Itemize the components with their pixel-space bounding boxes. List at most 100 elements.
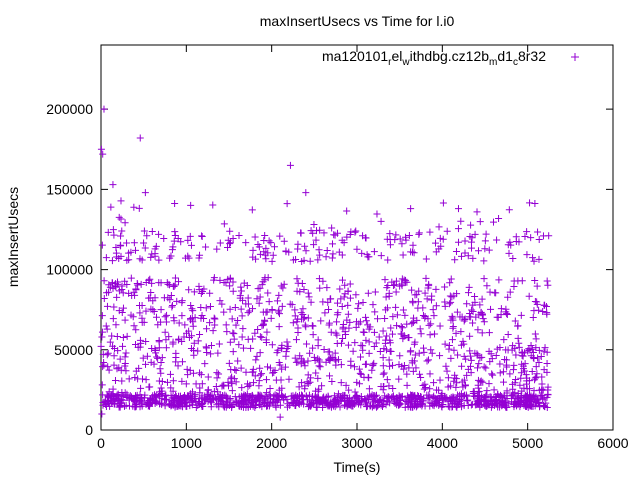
data-point xyxy=(448,336,456,344)
data-point xyxy=(353,378,361,386)
data-point xyxy=(418,402,426,410)
data-point xyxy=(395,392,403,400)
data-point xyxy=(262,339,270,347)
data-point xyxy=(156,365,164,373)
data-point xyxy=(387,347,395,355)
data-point xyxy=(515,339,523,347)
data-point xyxy=(385,356,393,364)
data-point xyxy=(216,297,224,305)
data-point xyxy=(416,398,424,406)
data-point xyxy=(476,403,484,411)
data-point xyxy=(528,345,536,353)
data-point xyxy=(389,385,397,393)
data-point xyxy=(450,346,458,354)
data-point xyxy=(498,399,506,407)
data-point xyxy=(435,401,443,409)
data-point xyxy=(356,318,364,326)
data-point xyxy=(130,322,138,330)
data-point xyxy=(238,384,246,392)
data-point xyxy=(451,396,459,404)
data-point xyxy=(353,245,361,253)
data-point xyxy=(410,314,418,322)
data-point xyxy=(338,302,346,310)
data-point xyxy=(100,295,108,303)
data-point xyxy=(417,330,425,338)
data-point xyxy=(486,288,494,296)
data-point xyxy=(203,325,211,333)
data-point xyxy=(516,398,524,406)
data-point xyxy=(255,243,263,251)
data-point xyxy=(522,371,530,379)
data-point xyxy=(365,349,373,357)
data-point xyxy=(296,352,304,360)
data-point xyxy=(392,231,400,239)
data-point xyxy=(212,394,220,402)
data-point xyxy=(301,385,309,393)
data-point xyxy=(102,400,110,408)
data-point xyxy=(496,360,504,368)
data-point xyxy=(393,401,401,409)
data-point xyxy=(416,393,424,401)
data-point xyxy=(192,380,200,388)
data-point xyxy=(505,249,513,257)
data-point xyxy=(180,333,188,341)
data-point xyxy=(300,358,308,366)
data-point xyxy=(182,380,190,388)
data-point xyxy=(521,233,529,241)
data-point xyxy=(154,321,162,329)
data-point xyxy=(301,321,309,329)
data-point xyxy=(293,287,301,295)
data-point xyxy=(122,401,130,409)
data-point xyxy=(315,275,323,283)
data-point xyxy=(427,320,435,328)
data-point xyxy=(466,347,474,355)
data-point xyxy=(303,378,311,386)
data-point xyxy=(531,330,539,338)
data-point xyxy=(136,301,144,309)
data-point xyxy=(99,391,107,399)
data-point xyxy=(510,282,518,290)
data-point xyxy=(386,235,394,243)
data-point xyxy=(504,330,512,338)
data-point xyxy=(388,330,396,338)
data-point xyxy=(109,181,117,189)
data-point xyxy=(102,254,110,262)
data-point xyxy=(482,364,490,372)
data-point xyxy=(457,396,465,404)
data-point xyxy=(263,308,271,316)
data-point xyxy=(466,352,474,360)
data-point xyxy=(197,371,205,379)
data-point xyxy=(514,334,522,342)
data-point xyxy=(179,394,187,402)
data-point xyxy=(536,402,544,410)
data-point xyxy=(310,241,318,249)
data-point xyxy=(250,399,258,407)
data-point xyxy=(365,253,373,261)
data-point xyxy=(544,281,552,289)
data-point xyxy=(110,231,118,239)
data-point xyxy=(485,380,493,388)
data-point xyxy=(459,383,467,391)
data-point xyxy=(239,325,247,333)
data-point xyxy=(155,377,163,385)
data-point xyxy=(400,276,408,284)
data-point xyxy=(314,256,322,264)
data-point xyxy=(423,357,431,365)
data-point xyxy=(457,217,465,225)
data-point xyxy=(396,352,404,360)
data-point xyxy=(500,378,508,386)
data-point xyxy=(318,382,326,390)
data-point xyxy=(161,402,169,410)
data-point xyxy=(375,333,383,341)
data-point xyxy=(244,403,252,411)
data-point xyxy=(125,375,133,383)
data-point xyxy=(517,311,525,319)
data-point xyxy=(315,246,323,254)
data-point xyxy=(532,363,540,371)
data-point xyxy=(200,315,208,323)
data-point xyxy=(424,284,432,292)
data-point xyxy=(109,385,117,393)
data-point xyxy=(478,295,486,303)
data-point xyxy=(238,312,246,320)
data-point xyxy=(281,363,289,371)
